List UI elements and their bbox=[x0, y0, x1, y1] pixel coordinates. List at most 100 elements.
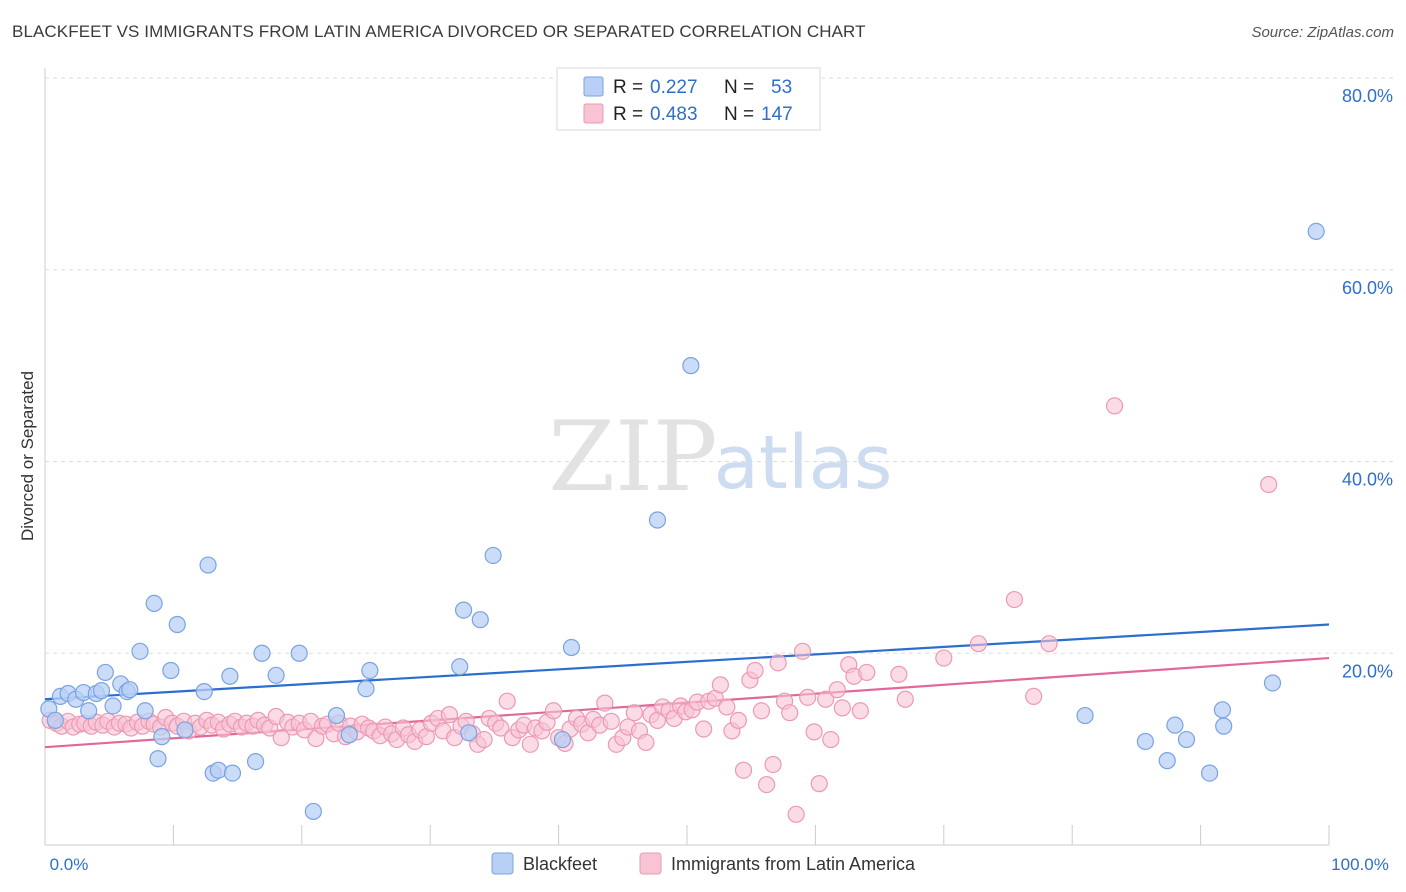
legend-n-value-1: 53 bbox=[771, 77, 792, 98]
point-latin-america bbox=[1025, 687, 1043, 705]
legend-bottom-label-blackfeet: Blackfeet bbox=[523, 854, 597, 874]
point-latin-america bbox=[781, 704, 799, 722]
point-latin-america bbox=[858, 663, 876, 682]
point-blackfeet bbox=[92, 682, 111, 700]
point-latin-america bbox=[769, 654, 787, 672]
point-blackfeet bbox=[246, 752, 265, 771]
point-blackfeet bbox=[195, 682, 213, 701]
legend-r-value-1: 0.227 bbox=[650, 77, 698, 98]
point-blackfeet bbox=[1076, 706, 1094, 725]
point-blackfeet bbox=[340, 726, 358, 744]
point-latin-america bbox=[1040, 635, 1058, 653]
point-latin-america bbox=[695, 720, 713, 738]
point-blackfeet bbox=[162, 661, 180, 680]
point-blackfeet bbox=[104, 697, 122, 715]
point-latin-america bbox=[596, 694, 614, 712]
point-latin-america bbox=[272, 729, 290, 747]
legend-n-label-1: N = bbox=[724, 77, 754, 98]
point-blackfeet bbox=[209, 761, 227, 779]
point-latin-america bbox=[787, 805, 805, 823]
point-latin-america bbox=[764, 755, 782, 774]
point-latin-america bbox=[625, 704, 643, 722]
point-latin-america bbox=[969, 635, 988, 653]
point-latin-america bbox=[718, 698, 736, 716]
watermark-atlas: atlas bbox=[714, 420, 893, 506]
point-blackfeet bbox=[451, 658, 469, 676]
watermark-zip: ZIP bbox=[548, 401, 717, 513]
point-latin-america bbox=[758, 775, 776, 794]
point-blackfeet bbox=[168, 615, 186, 634]
point-blackfeet bbox=[1200, 764, 1219, 782]
point-blackfeet bbox=[46, 711, 64, 729]
point-latin-america bbox=[810, 775, 828, 793]
legend-n-value-2: 147 bbox=[761, 104, 793, 125]
point-latin-america bbox=[492, 719, 510, 737]
y-tick-label: 80.0% bbox=[1342, 86, 1393, 106]
point-latin-america bbox=[935, 649, 953, 667]
point-blackfeet bbox=[1307, 222, 1325, 240]
point-blackfeet bbox=[454, 601, 473, 619]
point-latin-america bbox=[746, 661, 764, 680]
point-blackfeet bbox=[648, 511, 667, 529]
point-blackfeet bbox=[357, 680, 375, 698]
point-blackfeet bbox=[304, 802, 322, 821]
point-blackfeet bbox=[131, 642, 149, 660]
source-label: Source: ZipAtlas.com bbox=[1251, 24, 1394, 41]
x-tick-label-end: 100.0% bbox=[1331, 855, 1389, 874]
point-blackfeet bbox=[471, 611, 489, 629]
point-latin-america bbox=[498, 692, 516, 710]
point-blackfeet bbox=[136, 702, 154, 720]
point-latin-america bbox=[833, 699, 851, 717]
point-blackfeet bbox=[327, 706, 346, 725]
point-blackfeet bbox=[223, 764, 242, 782]
y-tick-label: 60.0% bbox=[1342, 278, 1393, 298]
gridlines bbox=[45, 77, 1393, 654]
y-axis-label: Divorced or Separated bbox=[18, 371, 37, 541]
legend-n-label-2: N = bbox=[724, 104, 754, 125]
point-blackfeet bbox=[1166, 716, 1184, 734]
legend-swatch-pink bbox=[583, 103, 604, 124]
point-blackfeet bbox=[1177, 730, 1196, 749]
point-blackfeet bbox=[80, 702, 98, 720]
point-blackfeet bbox=[361, 661, 379, 680]
point-blackfeet bbox=[553, 730, 572, 749]
point-latin-america bbox=[521, 735, 539, 753]
point-latin-america bbox=[475, 730, 493, 749]
legend-r-value-2: 0.483 bbox=[650, 104, 698, 125]
point-blackfeet bbox=[1213, 701, 1232, 719]
y-tick-label: 40.0% bbox=[1342, 470, 1393, 490]
legend-bottom-label-latin-america: Immigrants from Latin America bbox=[671, 854, 916, 874]
point-blackfeet bbox=[153, 728, 171, 746]
point-blackfeet bbox=[1136, 732, 1154, 751]
chart-title: BLACKFEET VS IMMIGRANTS FROM LATIN AMERI… bbox=[12, 22, 866, 41]
point-latin-america bbox=[1105, 397, 1124, 415]
point-latin-america bbox=[805, 723, 823, 741]
point-blackfeet bbox=[1215, 717, 1233, 735]
x-tick-label-start: 0.0% bbox=[50, 855, 89, 874]
point-latin-america bbox=[752, 702, 771, 720]
x-ticks bbox=[44, 825, 1330, 845]
point-latin-america bbox=[890, 665, 908, 683]
series-legend: Blackfeet Immigrants from Latin America bbox=[491, 852, 916, 875]
point-blackfeet bbox=[682, 357, 700, 375]
watermark: ZIP atlas bbox=[548, 401, 892, 513]
point-latin-america bbox=[734, 761, 753, 779]
point-latin-america bbox=[793, 642, 812, 660]
y-tick-labels: 20.0% 40.0% 60.0% 80.0% bbox=[1342, 86, 1393, 681]
point-latin-america bbox=[822, 730, 840, 749]
correlation-legend: R = 0.227 N = 53 R = 0.483 N = 147 bbox=[556, 67, 821, 131]
point-latin-america bbox=[1260, 475, 1278, 494]
legend-r-label-2: R = bbox=[613, 104, 643, 125]
point-latin-america bbox=[637, 733, 655, 752]
point-latin-america bbox=[711, 676, 729, 694]
point-blackfeet bbox=[484, 546, 502, 565]
point-latin-america bbox=[896, 690, 914, 708]
point-latin-america bbox=[799, 688, 817, 706]
point-blackfeet bbox=[149, 750, 167, 768]
point-blackfeet bbox=[1263, 674, 1282, 692]
legend-r-label-1: R = bbox=[613, 77, 643, 98]
legend-bottom-swatch-blackfeet bbox=[491, 852, 514, 875]
point-blackfeet bbox=[221, 667, 239, 685]
point-blackfeet bbox=[562, 638, 581, 657]
